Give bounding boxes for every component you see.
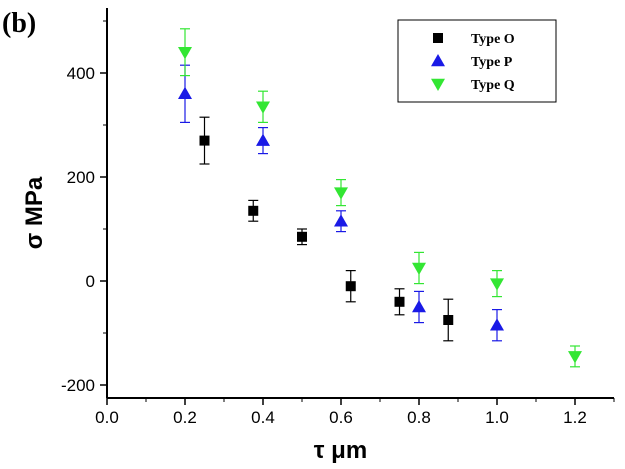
series-type-q [178, 28, 582, 368]
data-series [178, 28, 582, 368]
data-point [412, 300, 426, 313]
data-point [297, 231, 307, 242]
data-point [568, 351, 582, 364]
data-point [490, 318, 504, 331]
y-tick-label: 400 [67, 64, 95, 83]
data-point [256, 133, 270, 146]
data-point [178, 86, 192, 100]
x-axis-title: τ μm [314, 437, 367, 464]
y-axis-title: σ MPa [21, 176, 48, 249]
data-point [199, 135, 210, 146]
data-point [412, 262, 426, 275]
legend-marker [431, 54, 445, 67]
legend-label: Type P [471, 55, 513, 70]
data-point [256, 101, 270, 114]
legend-box [397, 19, 557, 103]
data-point [178, 46, 192, 60]
data-point [394, 296, 405, 307]
x-tick-label: 0.8 [407, 408, 431, 427]
series-type-o [199, 116, 454, 342]
legend-label: Type Q [471, 78, 515, 93]
panel-label: (b) [2, 8, 36, 39]
x-tick-label: 0.2 [173, 408, 197, 427]
x-tick-label: 0.6 [329, 408, 353, 427]
data-point [490, 278, 504, 291]
legend: Type O Type P Type Q [397, 19, 557, 103]
legend-label: Type O [471, 32, 515, 47]
data-point [345, 281, 356, 292]
legend-marker [431, 78, 445, 91]
data-point [334, 187, 348, 200]
legend-marker [433, 33, 443, 43]
x-tick-label: 1.0 [485, 408, 509, 427]
axes: 0.0 0.2 0.4 0.6 0.8 1.0 1.2 -200 0 200 400 [61, 8, 615, 427]
data-point [248, 205, 259, 216]
y-tick-label: 200 [67, 168, 95, 187]
y-tick-label: 0 [86, 272, 95, 291]
x-tick-label: 0.0 [95, 408, 119, 427]
x-tick-label: 0.4 [251, 408, 275, 427]
x-tick-label: 1.2 [563, 408, 587, 427]
y-tick-label: -200 [61, 376, 95, 395]
data-point [334, 214, 348, 227]
data-point [443, 315, 454, 325]
